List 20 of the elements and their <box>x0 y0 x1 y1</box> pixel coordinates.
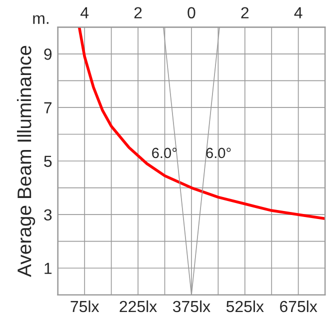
x2-tick-label: 2 <box>134 7 142 18</box>
y-axis-title: Average Beam Illuminance <box>16 46 36 277</box>
x-tick-label: 225lx <box>120 300 157 312</box>
x-tick-label: 675lx <box>280 300 318 312</box>
x2-axis-title: m. <box>33 15 48 24</box>
annotation: 6.0° <box>206 148 231 158</box>
x2-tick-label: 4 <box>294 7 302 18</box>
x2-tick-label: 4 <box>80 7 89 18</box>
annotation: 6.0° <box>152 148 177 158</box>
line-series <box>78 27 326 220</box>
x2-tick-label: 2 <box>241 7 249 18</box>
x2-tick-label: 0 <box>188 7 196 18</box>
y-tick-label: 3 <box>44 209 52 221</box>
y-tick-label: 9 <box>44 48 52 60</box>
y-tick-label: 7 <box>44 102 52 114</box>
y-tick-label: 1 <box>44 262 52 274</box>
x-tick-label: 375lx <box>172 300 210 312</box>
x-tick-label: 525lx <box>226 300 264 312</box>
x-tick-label: 75lx <box>70 300 100 312</box>
y-tick-label: 5 <box>44 156 52 167</box>
